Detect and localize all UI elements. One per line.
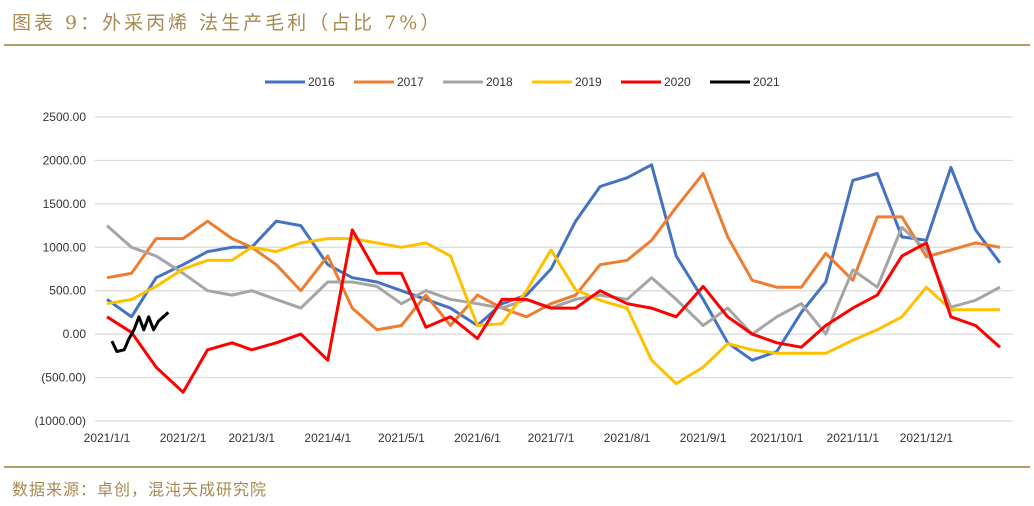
- x-tick-label: 2021/11/1: [827, 431, 880, 445]
- x-tick-label: 2021/7/1: [528, 431, 575, 445]
- legend-label-2020: 2020: [664, 75, 691, 89]
- y-tick-label: 1000.00: [43, 240, 87, 254]
- y-tick-label: 2500.00: [43, 110, 87, 124]
- x-tick-label: 2021/1/1: [84, 431, 131, 445]
- y-tick-label: 500.00: [49, 284, 86, 298]
- legend-label-2019: 2019: [575, 75, 602, 89]
- series-line-2016: [106, 163, 1002, 362]
- figure-title: 图表 9：外采丙烯 法生产毛利（占比 7%）: [12, 12, 443, 34]
- y-tick-label: 2000.00: [43, 153, 87, 167]
- data-source: 数据来源：卓创，混沌天成研究院: [12, 480, 268, 499]
- x-tick-label: 2021/4/1: [304, 431, 351, 445]
- legend-label-2021: 2021: [753, 75, 780, 89]
- x-tick-label: 2021/12/1: [900, 431, 954, 445]
- series-line-2020: [106, 228, 1001, 394]
- x-tick-label: 2021/10/1: [750, 431, 804, 445]
- legend-label-2016: 2016: [308, 75, 335, 89]
- bottom-divider: [4, 466, 1030, 468]
- legend-label-2018: 2018: [486, 75, 513, 89]
- y-tick-label: 1500.00: [43, 197, 87, 211]
- x-tick-label: 2021/6/1: [454, 431, 501, 445]
- legend-label-2017: 2017: [397, 75, 424, 89]
- series-line-2021: [110, 311, 170, 353]
- x-tick-label: 2021/2/1: [160, 431, 207, 445]
- top-divider: [4, 44, 1030, 46]
- x-tick-label: 2021/8/1: [604, 431, 651, 445]
- x-tick-label: 2021/3/1: [228, 431, 275, 445]
- x-tick-label: 2021/5/1: [378, 431, 425, 445]
- y-tick-label: (1000.00): [35, 414, 86, 428]
- series-line-2019: [106, 237, 1000, 386]
- y-tick-label: (500.00): [41, 371, 86, 385]
- y-tick-label: 0.00: [63, 327, 87, 341]
- x-tick-label: 2021/9/1: [680, 431, 727, 445]
